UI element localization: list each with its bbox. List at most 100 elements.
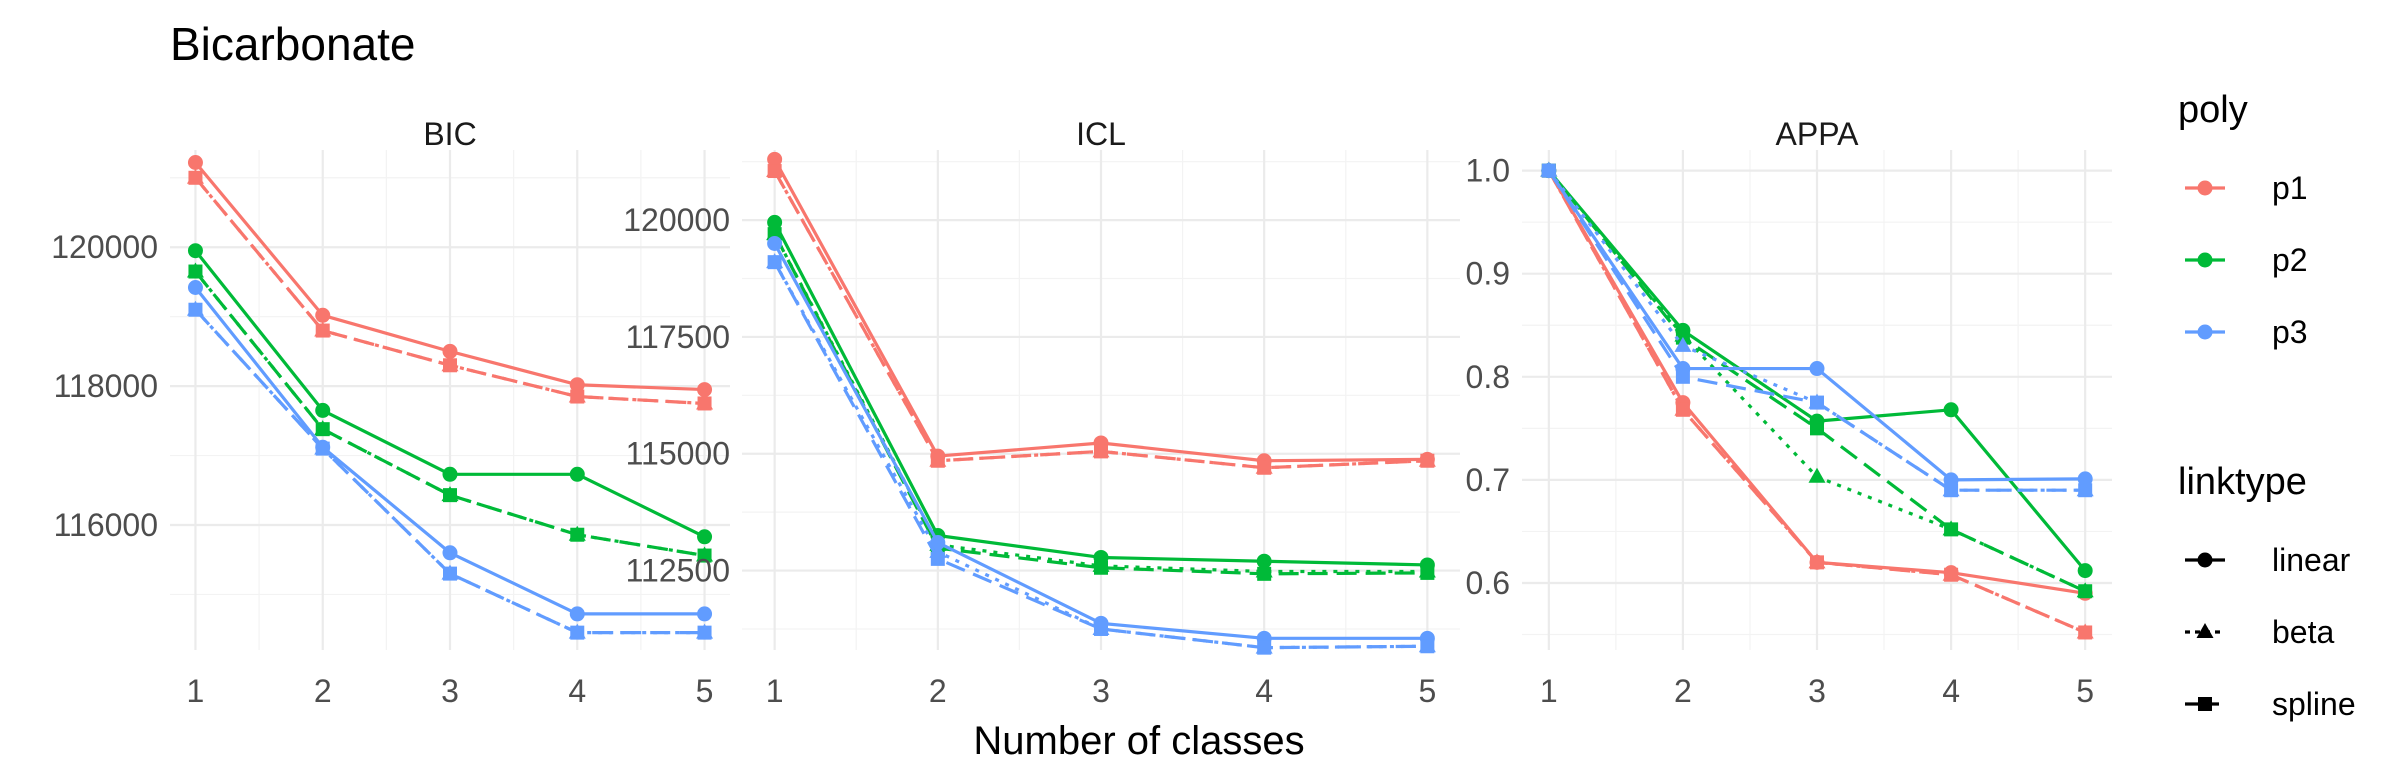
data-point (1808, 467, 1826, 483)
data-point (187, 155, 203, 170)
data-point (697, 548, 712, 563)
legend-label: p1 (2272, 170, 2308, 206)
data-point (188, 264, 203, 279)
data-point (569, 606, 585, 622)
data-point (443, 566, 457, 581)
data-point (1094, 621, 1108, 636)
legend-label: linear (2272, 542, 2351, 578)
legend-key-marker (2197, 552, 2213, 568)
x-tick-label: 5 (1418, 673, 1436, 709)
data-point (1257, 566, 1272, 581)
data-point (1674, 336, 1692, 352)
legend-title-linktype: linktype (2178, 461, 2307, 503)
data-point (1810, 395, 1824, 410)
legend: poly p1 p2 p3 linktype linear beta spline (2178, 89, 2356, 722)
data-point (697, 382, 713, 398)
series-line (1547, 169, 2086, 634)
data-point (443, 358, 457, 373)
data-point (315, 402, 331, 418)
legend-key-marker (2197, 324, 2213, 340)
x-tick-label: 5 (2076, 673, 2094, 709)
series-p1-spline (767, 164, 1435, 475)
data-point (1675, 402, 1690, 417)
facet-panels: BIC 116000 118000 120000 1 2 3 4 5 ICL 112500 11500… (51, 116, 2112, 709)
x-tick-label: 2 (314, 673, 332, 709)
y-tick-label: 117500 (626, 319, 730, 355)
data-point (1944, 522, 1959, 537)
data-point (1420, 639, 1435, 654)
x-tick-label: 3 (1092, 673, 1110, 709)
x-tick-label: 4 (1942, 673, 1960, 709)
data-point (443, 488, 457, 503)
series-p1-linear (187, 155, 713, 398)
data-point (188, 170, 203, 185)
x-axis-label: Number of classes (973, 719, 1304, 763)
x-tick-label: 4 (1255, 673, 1273, 709)
legend-item-p1: p1 (2185, 170, 2308, 206)
legend-label: spline (2272, 686, 2356, 722)
data-point (442, 466, 458, 482)
legend-key-marker (2197, 180, 2213, 196)
legend-label: p2 (2272, 242, 2308, 278)
x-tick-label: 2 (929, 673, 947, 709)
panel-icl: ICL 112500 115000 117500 120000 1 2 3 4 5 (623, 116, 1460, 709)
data-point (1675, 369, 1690, 384)
data-point (315, 441, 330, 456)
data-point (767, 151, 783, 167)
data-point (315, 307, 331, 323)
data-point (697, 625, 712, 640)
legend-label: beta (2272, 614, 2334, 650)
data-point (569, 466, 585, 482)
legend-item-p2: p2 (2185, 242, 2308, 278)
panel-title-icl: ICL (1076, 116, 1126, 152)
x-tick-label: 4 (568, 673, 586, 709)
x-tick-label: 1 (1540, 673, 1558, 709)
data-point (930, 535, 946, 551)
series-line (194, 270, 705, 558)
series-p3-spline (188, 302, 712, 640)
data-point (1094, 560, 1108, 575)
data-point (1420, 453, 1435, 468)
data-point (2078, 584, 2093, 599)
data-point (2078, 483, 2093, 498)
x-tick-label: 3 (1808, 673, 1826, 709)
data-point (1944, 483, 1959, 498)
series-line (1547, 169, 2086, 593)
data-point (1257, 640, 1272, 655)
x-tick-label: 3 (441, 673, 459, 709)
data-point (315, 422, 330, 437)
y-tick-label: 0.9 (1466, 256, 1510, 292)
data-point (1420, 565, 1435, 580)
data-point (188, 302, 203, 317)
legend-key-marker (2196, 623, 2214, 638)
data-point (2077, 471, 2093, 487)
x-tick-label: 5 (696, 673, 714, 709)
data-point (767, 164, 782, 179)
y-tick-label: 118000 (54, 368, 158, 404)
data-point (1809, 361, 1825, 377)
data-point (570, 389, 585, 404)
data-point (697, 396, 712, 411)
series-p2-linear (187, 243, 713, 545)
series-line (773, 261, 1428, 650)
x-tick-label: 2 (1674, 673, 1692, 709)
legend-item-linear: linear (2185, 542, 2351, 578)
legend-shape-items: linear beta spline (2185, 542, 2356, 722)
legend-title-poly: poly (2178, 89, 2248, 131)
y-tick-label: 116000 (54, 507, 158, 543)
data-point (315, 323, 330, 338)
data-point (1094, 444, 1108, 459)
panel-appa: APPA 0.6 0.7 0.8 0.9 1.0 1 2 3 4 5 (1466, 116, 2112, 709)
data-point (697, 606, 713, 622)
series-p1-spline (188, 170, 712, 411)
data-point (442, 343, 458, 359)
legend-label: p3 (2272, 314, 2308, 350)
data-point (2077, 563, 2093, 579)
data-point (442, 545, 458, 561)
series-p3-spline (767, 255, 1435, 655)
y-tick-label: 0.8 (1466, 359, 1510, 395)
y-tick-label: 0.7 (1466, 462, 1510, 498)
legend-key-marker (2197, 252, 2213, 268)
y-tick-label: 115000 (626, 436, 730, 472)
series-p3-spline (1541, 163, 2093, 498)
